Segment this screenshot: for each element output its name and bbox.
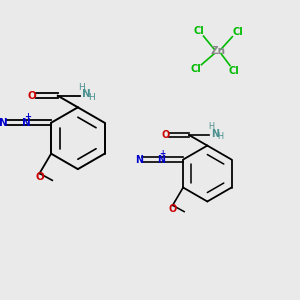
Text: H: H [208, 122, 214, 131]
Text: +: + [24, 112, 32, 121]
Text: O: O [169, 204, 177, 214]
Text: Cl: Cl [232, 27, 243, 37]
Text: Cl: Cl [229, 65, 240, 76]
Text: Cl: Cl [190, 64, 201, 74]
Text: N: N [211, 129, 219, 139]
Text: H: H [78, 83, 85, 92]
Text: O: O [161, 130, 169, 140]
Text: N: N [22, 118, 31, 128]
Text: +: + [159, 148, 165, 158]
Text: N: N [135, 154, 143, 165]
Text: O: O [28, 91, 36, 101]
Text: H: H [218, 132, 224, 141]
Text: O: O [35, 172, 44, 182]
Text: Cl: Cl [193, 26, 204, 36]
Text: Zn: Zn [210, 46, 225, 56]
Text: H: H [88, 93, 94, 102]
Text: N: N [0, 118, 8, 128]
Text: N: N [82, 89, 90, 99]
Text: N: N [157, 154, 165, 165]
